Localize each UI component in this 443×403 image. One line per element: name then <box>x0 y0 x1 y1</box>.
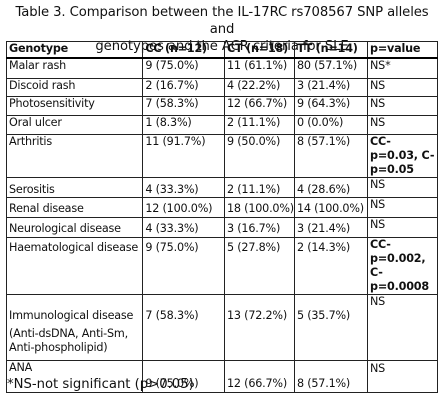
table-row: Haematological disease 9 (75.0%) 5 (27.8… <box>5 237 438 295</box>
table-row: Oral ulcer 1 (8.3%) 2 (11.1%) 0 (0.0%) N… <box>5 115 438 135</box>
footnote: *NS-not significant (p>0.05) <box>7 377 194 392</box>
cell-p-value: NS <box>367 360 438 393</box>
cell-cc: 2 (16.7%) <box>142 78 225 97</box>
cell-ct: 11 (61.1%) <box>223 57 295 79</box>
header-genotype: Genotype <box>5 41 144 59</box>
cell-cc: 9 (75.0%) <box>142 237 225 295</box>
row-label-text: ANA <box>9 361 33 374</box>
table-row: Discoid rash 2 (16.7%) 4 (22.2%) 3 (21.4… <box>5 78 438 97</box>
row-label: Haematological disease <box>5 237 144 295</box>
row-label: Serositis <box>5 177 144 198</box>
header-tt: TT (n=14) <box>293 41 369 59</box>
cell-tt: 0 (0.0%) <box>293 115 369 135</box>
row-label: Renal disease <box>5 197 144 218</box>
row-label: Immunological disease (Anti-dsDNA, Anti-… <box>5 294 144 361</box>
row-label: ANA <box>5 360 144 393</box>
row-label-main: Immunological disease <box>9 309 134 322</box>
cell-cc: 11 (91.7%) <box>142 134 225 178</box>
header-p-value: p=value <box>367 41 438 59</box>
row-label: Arthritis <box>5 134 144 178</box>
cell-cc: 1 (8.3%) <box>142 115 225 135</box>
cell-ct: 9 (50.0%) <box>223 134 295 178</box>
table-row: ANA 9 (75.0%) 12 (66.7%) 8 (57.1%) NS <box>5 360 438 393</box>
cell-ct: 5 (27.8%) <box>223 237 295 295</box>
cell-p-value: CC-p=0.03, C-p=0.05 <box>367 134 438 178</box>
header-row: Genotype CC (n=12) CT (n=18) TT (n=14) p… <box>5 41 438 59</box>
table-row: Immunological disease (Anti-dsDNA, Anti-… <box>5 294 438 361</box>
cell-tt: 8 (57.1%) <box>293 360 369 393</box>
cell-ct: 12 (66.7%) <box>223 96 295 116</box>
cell-ct: 4 (22.2%) <box>223 78 295 97</box>
table-row: Malar rash 9 (75.0%) 11 (61.1%) 80 (57.1… <box>5 57 438 79</box>
cell-cc: 9 (75.0%) <box>142 360 225 393</box>
cell-p-value: NS <box>367 197 438 218</box>
cell-p-value: NS <box>367 78 438 97</box>
cell-tt: 5 (35.7%) <box>293 294 369 361</box>
cell-ct: 3 (16.7%) <box>223 217 295 238</box>
table-row: Neurological disease 4 (33.3%) 3 (16.7%)… <box>5 217 438 238</box>
row-label: Oral ulcer <box>5 115 144 135</box>
cell-ct: 12 (66.7%) <box>223 360 295 393</box>
cell-cc: 7 (58.3%) <box>142 96 225 116</box>
cell-p-value: CC-p=0.002, C-p=0.0008 <box>367 237 438 295</box>
cell-p-value: NS <box>367 294 438 361</box>
row-label: Photosensitivity <box>5 96 144 116</box>
cell-p-value: NS* <box>367 57 438 79</box>
table-row: Photosensitivity 7 (58.3%) 12 (66.7%) 9 … <box>5 96 438 116</box>
cell-ct: 2 (11.1%) <box>223 115 295 135</box>
cell-tt: 80 (57.1%) <box>293 57 369 79</box>
cell-p-value: NS <box>367 96 438 116</box>
row-label-sub: (Anti-dsDNA, Anti-Sm, Anti-phospholipid) <box>9 327 128 354</box>
cell-ct: 18 (100.0%) <box>223 197 295 218</box>
cell-tt: 3 (21.4%) <box>293 78 369 97</box>
cell-tt: 9 (64.3%) <box>293 96 369 116</box>
cell-ct: 13 (72.2%) <box>223 294 295 361</box>
table-title-line-1: Table 3. Comparison between the IL-17RC … <box>15 5 429 37</box>
row-label: Discoid rash <box>5 78 144 97</box>
row-label: Neurological disease <box>5 217 144 238</box>
cell-p-value: NS <box>367 177 438 198</box>
cell-p-value: NS <box>367 217 438 238</box>
cell-cc: 12 (100.0%) <box>142 197 225 218</box>
cell-cc: 9 (75.0%) <box>142 57 225 79</box>
cell-cc: 7 (58.3%) <box>142 294 225 361</box>
cell-p-value: NS <box>367 115 438 135</box>
cell-cc: 4 (33.3%) <box>142 217 225 238</box>
cell-ct: 2 (11.1%) <box>223 177 295 198</box>
row-label: Malar rash <box>5 57 144 79</box>
cell-tt: 2 (14.3%) <box>293 237 369 295</box>
cell-tt: 14 (100.0%) <box>293 197 369 218</box>
cell-tt: 3 (21.4%) <box>293 217 369 238</box>
header-ct: CT (n=18) <box>223 41 295 59</box>
header-cc: CC (n=12) <box>142 41 225 59</box>
table-row: Renal disease 12 (100.0%) 18 (100.0%) 14… <box>5 197 438 218</box>
cell-cc: 4 (33.3%) <box>142 177 225 198</box>
table-row: Arthritis 11 (91.7%) 9 (50.0%) 8 (57.1%)… <box>5 134 438 178</box>
cell-tt: 8 (57.1%) <box>293 134 369 178</box>
results-table: Genotype CC (n=12) CT (n=18) TT (n=14) p… <box>5 41 438 393</box>
table-row: Serositis 4 (33.3%) 2 (11.1%) 4 (28.6%) … <box>5 177 438 198</box>
cell-tt: 4 (28.6%) <box>293 177 369 198</box>
